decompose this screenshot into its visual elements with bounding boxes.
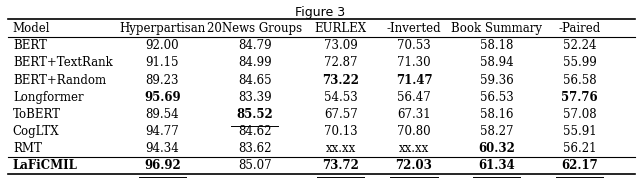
Text: 55.91: 55.91 xyxy=(563,125,596,138)
Text: 83.62: 83.62 xyxy=(238,142,271,155)
Text: RMT: RMT xyxy=(13,142,42,155)
Text: Hyperpartisan: Hyperpartisan xyxy=(119,23,205,35)
Text: 72.87: 72.87 xyxy=(324,57,358,70)
Text: 89.54: 89.54 xyxy=(145,108,179,121)
Text: 67.31: 67.31 xyxy=(397,108,431,121)
Text: 61.34: 61.34 xyxy=(479,159,515,172)
Text: 89.23: 89.23 xyxy=(145,73,179,86)
Text: Figure 3: Figure 3 xyxy=(295,6,345,19)
Text: -Inverted: -Inverted xyxy=(387,23,442,35)
Text: Book Summary: Book Summary xyxy=(451,23,542,35)
Text: BERT+Random: BERT+Random xyxy=(13,73,106,86)
Text: 58.27: 58.27 xyxy=(480,125,513,138)
Text: 85.07: 85.07 xyxy=(238,159,271,172)
Text: 84.79: 84.79 xyxy=(238,39,271,52)
Text: xx.xx: xx.xx xyxy=(399,142,429,155)
Text: 95.69: 95.69 xyxy=(144,91,180,104)
Text: 60.32: 60.32 xyxy=(478,142,515,155)
Text: BERT+TextRank: BERT+TextRank xyxy=(13,57,113,70)
Text: 58.16: 58.16 xyxy=(480,108,513,121)
Text: 94.34: 94.34 xyxy=(145,142,179,155)
Text: 62.17: 62.17 xyxy=(561,159,598,172)
Text: 96.92: 96.92 xyxy=(144,159,180,172)
Text: 57.76: 57.76 xyxy=(561,91,598,104)
Text: 67.57: 67.57 xyxy=(324,108,358,121)
Text: 92.00: 92.00 xyxy=(145,39,179,52)
Text: CogLTX: CogLTX xyxy=(13,125,60,138)
Text: 70.13: 70.13 xyxy=(324,125,358,138)
Text: 56.47: 56.47 xyxy=(397,91,431,104)
Text: 84.65: 84.65 xyxy=(238,73,271,86)
Text: 72.03: 72.03 xyxy=(396,159,433,172)
Text: 73.72: 73.72 xyxy=(323,159,359,172)
Text: 56.53: 56.53 xyxy=(480,91,514,104)
Text: Model: Model xyxy=(13,23,51,35)
Text: ToBERT: ToBERT xyxy=(13,108,61,121)
Text: 54.53: 54.53 xyxy=(324,91,358,104)
Text: 52.24: 52.24 xyxy=(563,39,596,52)
Text: 56.58: 56.58 xyxy=(563,73,596,86)
Text: 58.18: 58.18 xyxy=(480,39,513,52)
Text: -Paired: -Paired xyxy=(559,23,601,35)
Text: 70.53: 70.53 xyxy=(397,39,431,52)
Text: 55.99: 55.99 xyxy=(563,57,596,70)
Text: 84.62: 84.62 xyxy=(238,125,271,138)
Text: 91.15: 91.15 xyxy=(145,57,179,70)
Text: 83.39: 83.39 xyxy=(238,91,271,104)
Text: 71.47: 71.47 xyxy=(396,73,432,86)
Text: 70.80: 70.80 xyxy=(397,125,431,138)
Text: 71.30: 71.30 xyxy=(397,57,431,70)
Text: 58.94: 58.94 xyxy=(480,57,514,70)
Text: xx.xx: xx.xx xyxy=(326,142,356,155)
Text: 59.36: 59.36 xyxy=(480,73,514,86)
Text: 94.77: 94.77 xyxy=(145,125,179,138)
Text: Longformer: Longformer xyxy=(13,91,83,104)
Text: 20News Groups: 20News Groups xyxy=(207,23,302,35)
Text: LaFiCMIL: LaFiCMIL xyxy=(13,159,77,172)
Text: 85.52: 85.52 xyxy=(236,108,273,121)
Text: 57.08: 57.08 xyxy=(563,108,596,121)
Text: 73.22: 73.22 xyxy=(322,73,359,86)
Text: 73.09: 73.09 xyxy=(324,39,358,52)
Text: 84.99: 84.99 xyxy=(238,57,271,70)
Text: BERT: BERT xyxy=(13,39,47,52)
Text: 56.21: 56.21 xyxy=(563,142,596,155)
Text: EURLEX: EURLEX xyxy=(315,23,367,35)
